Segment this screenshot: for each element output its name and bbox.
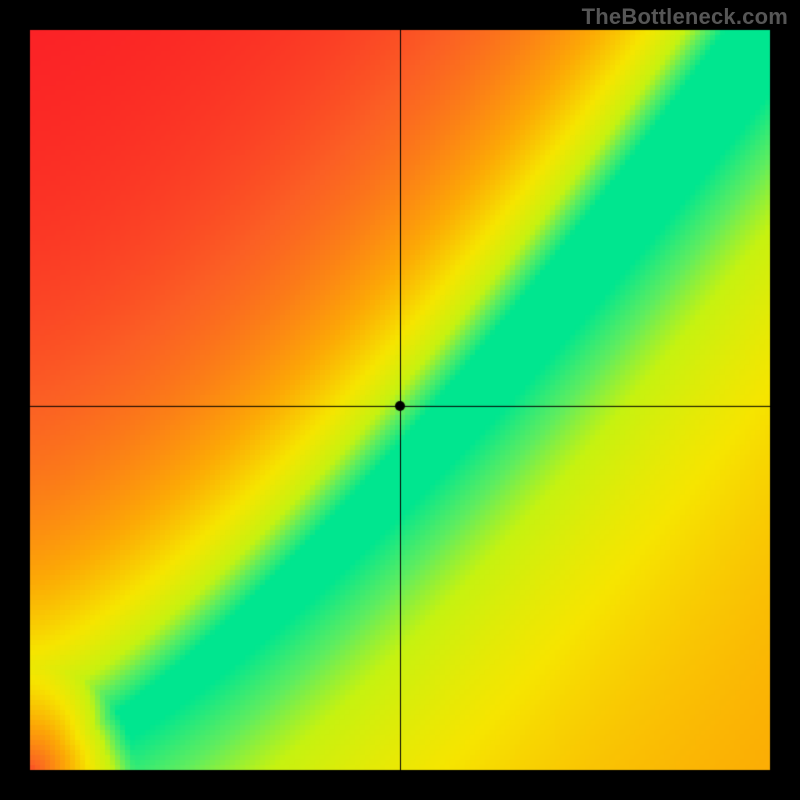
watermark-text: TheBottleneck.com	[582, 4, 788, 30]
heatmap-canvas	[0, 0, 800, 800]
chart-frame: TheBottleneck.com	[0, 0, 800, 800]
